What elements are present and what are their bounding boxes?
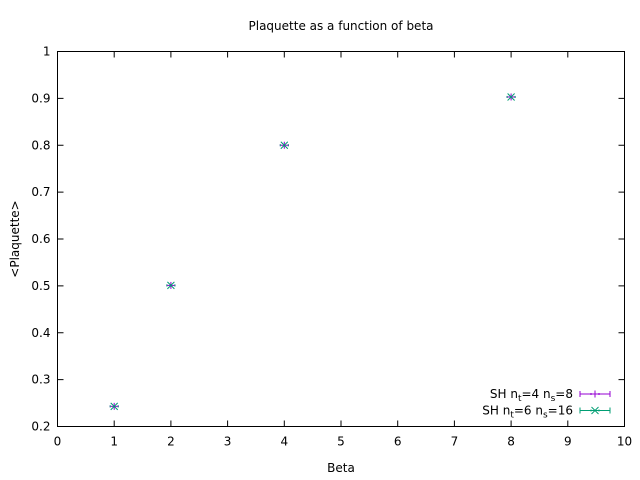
x-tick-label: 6: [394, 435, 402, 449]
series-2-point: [166, 281, 176, 290]
y-tick-label: 0.8: [31, 138, 50, 152]
series-2-point: [279, 141, 289, 150]
x-tick-label: 10: [617, 435, 632, 449]
legend: SH nt=4 ns=8SH nt=6 ns=16: [482, 387, 611, 421]
y-tick-label: 0.3: [31, 373, 50, 387]
y-tick-label: 0.7: [31, 185, 50, 199]
legend-marker-2: [590, 406, 600, 415]
y-tick-label: 0.4: [31, 326, 50, 340]
legend-item-1: SH nt=4 ns=8: [490, 387, 611, 404]
x-tick-label: 8: [507, 435, 515, 449]
y-tick-label: 1: [43, 45, 51, 59]
x-axis-ticks: 0 1 2 3 4 5 6 7 8 9 10: [54, 51, 632, 449]
y-axis-label: <Plaquette>: [8, 200, 22, 277]
series-2-point: [506, 93, 516, 101]
y-tick-label: 0.6: [31, 232, 50, 246]
x-tick-label: 3: [224, 435, 232, 449]
plot-frame: [57, 51, 625, 427]
y-tick-label: 0.2: [31, 420, 50, 434]
legend-label: SH nt=6 ns=16: [482, 404, 573, 421]
y-tick-label: 0.9: [31, 91, 50, 105]
legend-marker-1: [590, 390, 600, 398]
x-tick-label: 0: [54, 435, 62, 449]
series-2-point: [109, 402, 119, 411]
x-tick-label: 7: [451, 435, 459, 449]
x-tick-label: 5: [337, 435, 345, 449]
legend-item-2: SH nt=6 ns=16: [482, 404, 611, 421]
chart-title: Plaquette as a function of beta: [249, 19, 434, 33]
x-tick-label: 9: [564, 435, 572, 449]
legend-label: SH nt=4 ns=8: [490, 387, 573, 404]
x-axis-label: Beta: [327, 461, 355, 475]
y-tick-label: 0.5: [31, 279, 50, 293]
x-tick-label: 4: [280, 435, 288, 449]
x-tick-label: 1: [110, 435, 118, 449]
data-points: [109, 93, 516, 411]
x-tick-label: 2: [167, 435, 175, 449]
y-axis-ticks: 0.2 0.3 0.4 0.5 0.6 0.7 0.8 0.9 1: [31, 45, 625, 434]
